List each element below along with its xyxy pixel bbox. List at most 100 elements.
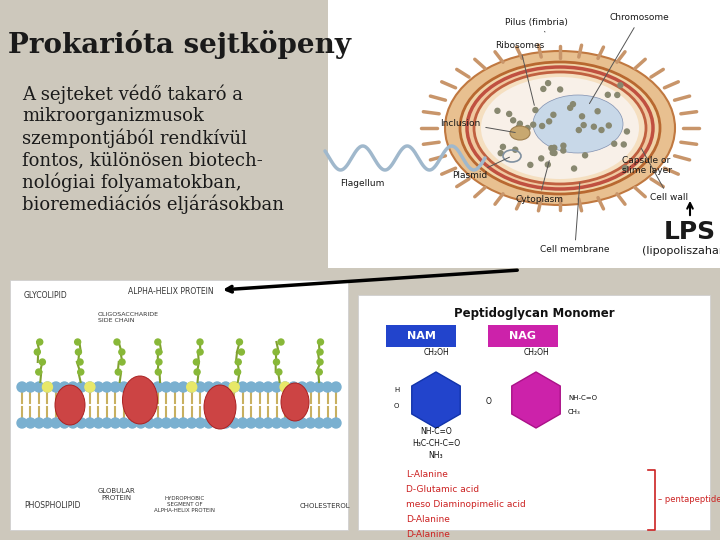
Circle shape — [60, 418, 69, 428]
Circle shape — [238, 382, 248, 392]
Circle shape — [273, 349, 279, 355]
Circle shape — [235, 359, 241, 365]
Circle shape — [195, 418, 205, 428]
Circle shape — [271, 382, 282, 392]
Circle shape — [331, 382, 341, 392]
Text: nológiai folyamatokban,: nológiai folyamatokban, — [22, 173, 242, 192]
Text: meso Diaminopimelic acid: meso Diaminopimelic acid — [406, 500, 526, 509]
Text: Cell membrane: Cell membrane — [540, 183, 610, 254]
Circle shape — [545, 162, 550, 167]
Circle shape — [35, 349, 40, 355]
Circle shape — [204, 418, 214, 428]
Circle shape — [615, 92, 620, 98]
Text: Cytoplasm: Cytoplasm — [515, 161, 563, 205]
Circle shape — [623, 166, 628, 171]
Circle shape — [289, 418, 299, 428]
Circle shape — [576, 127, 581, 132]
Circle shape — [552, 145, 557, 150]
Circle shape — [204, 382, 214, 392]
Text: NAM: NAM — [407, 331, 436, 341]
Circle shape — [558, 87, 562, 92]
Text: OLIGOSACCHARIDE
SIDE CHAIN: OLIGOSACCHARIDE SIDE CHAIN — [98, 312, 159, 323]
Circle shape — [153, 382, 163, 392]
Circle shape — [94, 418, 104, 428]
Circle shape — [36, 369, 42, 375]
Circle shape — [323, 382, 333, 392]
Text: NH-C=O: NH-C=O — [568, 395, 597, 401]
Text: A sejteket védő takaró a: A sejteket védő takaró a — [22, 85, 243, 105]
Circle shape — [498, 151, 503, 156]
Ellipse shape — [281, 383, 309, 421]
Ellipse shape — [481, 77, 639, 179]
Circle shape — [156, 359, 162, 365]
Circle shape — [271, 418, 282, 428]
Circle shape — [255, 382, 265, 392]
Circle shape — [156, 349, 162, 355]
Text: (lipopoliszaharid): (lipopoliszaharid) — [642, 246, 720, 256]
Circle shape — [518, 121, 523, 126]
Circle shape — [606, 92, 611, 97]
Circle shape — [110, 382, 120, 392]
Text: D-Alanine: D-Alanine — [406, 515, 450, 524]
Circle shape — [561, 148, 566, 153]
Circle shape — [551, 112, 556, 117]
Text: CHOLESTEROL: CHOLESTEROL — [300, 503, 351, 509]
Circle shape — [114, 339, 120, 345]
Circle shape — [516, 125, 521, 130]
Circle shape — [144, 418, 154, 428]
Circle shape — [144, 382, 154, 392]
Circle shape — [42, 418, 53, 428]
Circle shape — [25, 382, 35, 392]
Text: Cell wall: Cell wall — [642, 148, 688, 202]
Circle shape — [85, 382, 95, 392]
Circle shape — [229, 418, 239, 428]
Circle shape — [51, 418, 61, 428]
Circle shape — [582, 153, 588, 158]
Text: H₃C-CH-C=O: H₃C-CH-C=O — [412, 439, 460, 448]
Bar — [358, 295, 710, 530]
Text: Plasmid: Plasmid — [452, 157, 510, 180]
Circle shape — [170, 418, 180, 428]
Circle shape — [495, 109, 500, 113]
Circle shape — [274, 359, 279, 365]
Circle shape — [510, 118, 516, 123]
Circle shape — [115, 369, 121, 375]
Circle shape — [85, 382, 95, 392]
Circle shape — [572, 166, 577, 171]
Circle shape — [235, 369, 240, 375]
Circle shape — [317, 359, 323, 365]
Circle shape — [570, 102, 575, 107]
Circle shape — [51, 382, 61, 392]
Text: O: O — [394, 403, 400, 409]
Circle shape — [136, 382, 146, 392]
Circle shape — [581, 123, 586, 127]
Ellipse shape — [510, 126, 530, 140]
Circle shape — [323, 418, 333, 428]
Circle shape — [314, 382, 324, 392]
Text: CH₂OH: CH₂OH — [423, 348, 449, 357]
Circle shape — [85, 418, 95, 428]
Circle shape — [161, 418, 171, 428]
Text: D-Alanine: D-Alanine — [406, 530, 450, 539]
Circle shape — [195, 382, 205, 392]
Ellipse shape — [445, 51, 675, 205]
Circle shape — [110, 418, 120, 428]
Circle shape — [68, 382, 78, 392]
Circle shape — [77, 359, 83, 365]
Circle shape — [119, 382, 129, 392]
Circle shape — [186, 382, 197, 392]
Circle shape — [212, 418, 222, 428]
Circle shape — [539, 124, 544, 129]
Circle shape — [280, 382, 290, 392]
Circle shape — [194, 359, 199, 365]
Bar — [488, 325, 558, 347]
Circle shape — [318, 339, 323, 345]
Text: GLOBULAR
PROTEIN: GLOBULAR PROTEIN — [97, 488, 135, 501]
Circle shape — [606, 123, 611, 128]
Circle shape — [153, 418, 163, 428]
Text: Chromosome: Chromosome — [590, 14, 670, 104]
Circle shape — [197, 339, 203, 345]
Text: mikroorganizmusok: mikroorganizmusok — [22, 107, 204, 125]
Circle shape — [580, 114, 585, 119]
Text: Capsule or
slime layer: Capsule or slime layer — [622, 156, 672, 176]
